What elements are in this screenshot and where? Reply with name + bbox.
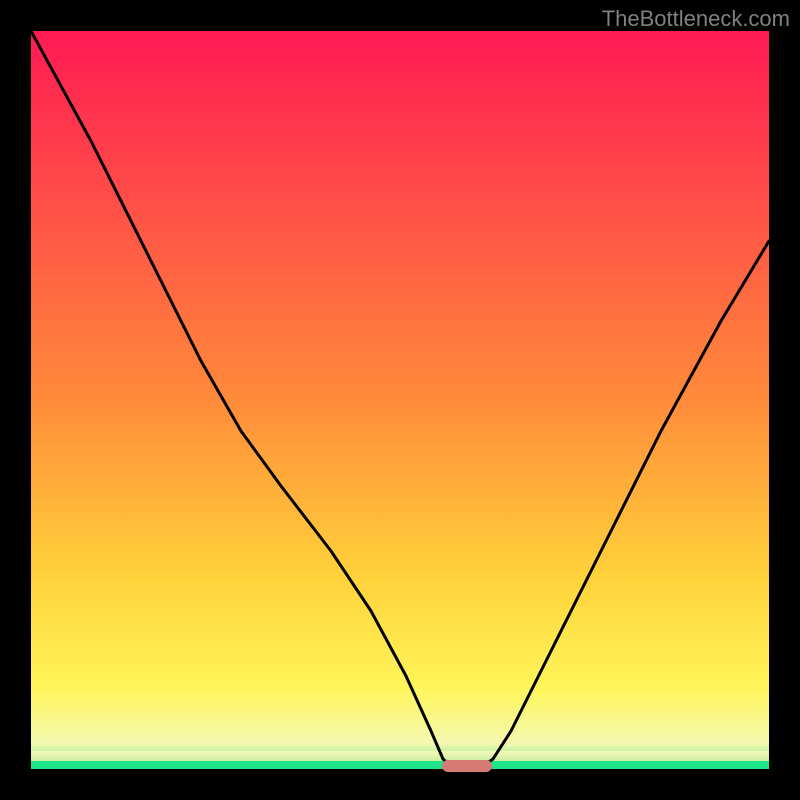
chart-container: TheBottleneck.com — [0, 0, 800, 800]
watermark-text: TheBottleneck.com — [602, 6, 790, 32]
bottleneck-curve — [31, 31, 769, 769]
optimal-marker — [442, 760, 492, 772]
plot-area — [31, 31, 769, 769]
curve-path — [31, 31, 769, 767]
